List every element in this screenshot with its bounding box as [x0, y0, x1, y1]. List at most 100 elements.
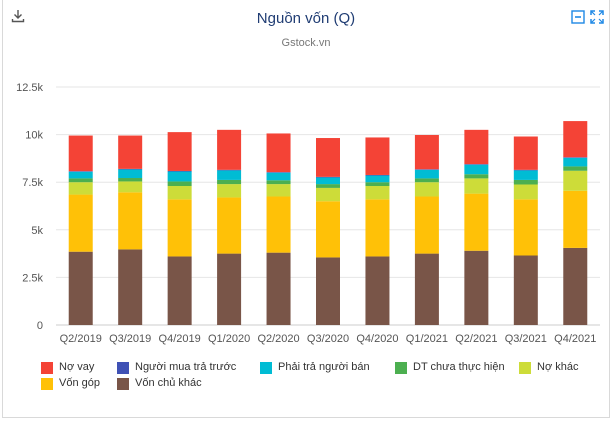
legend-label: Phải trả người bán: [278, 361, 370, 373]
legend-swatch: [260, 361, 272, 374]
bar-segment[interactable]: [513, 170, 538, 180]
bar-segment[interactable]: [68, 251, 93, 325]
bar-segment[interactable]: [167, 256, 192, 325]
bar-segment[interactable]: [266, 133, 291, 173]
bar-segment[interactable]: [266, 252, 291, 325]
collapse-icon[interactable]: [571, 10, 585, 29]
bar-segment[interactable]: [563, 247, 588, 325]
bar-segment[interactable]: [68, 171, 93, 179]
bar-segment[interactable]: [68, 135, 93, 172]
legend-item[interactable]: Nợ vay: [41, 361, 94, 375]
bar-segment[interactable]: [513, 179, 538, 185]
bar-segment[interactable]: [414, 169, 439, 170]
bar-segment[interactable]: [316, 177, 340, 185]
legend-item[interactable]: Người mua trả trước: [117, 361, 236, 375]
x-tick-label: Q2/2021: [455, 333, 497, 345]
chart-subtitle: Gstock.vn: [281, 37, 331, 49]
bar-segment[interactable]: [118, 135, 143, 169]
legend-item[interactable]: DT chưa thực hiện: [395, 361, 505, 375]
bar-segment[interactable]: [217, 184, 242, 198]
bar-segment[interactable]: [217, 197, 242, 254]
bar-segment[interactable]: [513, 184, 538, 200]
bar-segment[interactable]: [68, 194, 93, 252]
bar-segment[interactable]: [68, 182, 93, 195]
y-tick-label: 10k: [25, 130, 43, 142]
bar-segment[interactable]: [513, 199, 538, 256]
legend-item[interactable]: Vốn góp: [41, 377, 100, 391]
bar-segment[interactable]: [167, 170, 192, 172]
bar-segment[interactable]: [266, 196, 291, 253]
bar-segment[interactable]: [266, 180, 291, 185]
bar-segment[interactable]: [118, 181, 143, 193]
bar-segment[interactable]: [563, 157, 588, 158]
bar-segment[interactable]: [118, 249, 143, 325]
bar-segment[interactable]: [316, 257, 340, 325]
bar-segment[interactable]: [464, 178, 489, 194]
bar-segment[interactable]: [464, 250, 489, 325]
bar-segment[interactable]: [365, 137, 390, 175]
bar-segment[interactable]: [217, 129, 242, 170]
bar-segment[interactable]: [513, 136, 538, 170]
y-tick-label: 12.5k: [16, 82, 43, 94]
legend-label: Vốn góp: [59, 377, 100, 389]
bar-segment[interactable]: [118, 192, 143, 250]
bar-segment[interactable]: [563, 157, 588, 167]
bar-segment[interactable]: [563, 121, 588, 158]
bar-segment[interactable]: [414, 182, 439, 197]
bar-segment[interactable]: [464, 164, 489, 175]
bar-segment[interactable]: [266, 184, 291, 197]
legend-swatch: [41, 361, 53, 374]
bar-segment[interactable]: [118, 178, 143, 182]
bar-segment[interactable]: [217, 179, 242, 185]
bar-segment[interactable]: [167, 171, 192, 182]
bar-segment[interactable]: [167, 199, 192, 257]
bar-segment[interactable]: [316, 187, 340, 202]
bar-segment[interactable]: [266, 172, 291, 173]
download-icon[interactable]: [11, 9, 25, 28]
x-tick-label: Q3/2019: [109, 333, 151, 345]
bar-segment[interactable]: [513, 255, 538, 325]
bar-segment[interactable]: [464, 164, 489, 165]
bar-segment[interactable]: [266, 172, 291, 181]
bar-segment[interactable]: [316, 201, 340, 258]
bar-segment[interactable]: [365, 182, 390, 187]
bar-segment[interactable]: [217, 170, 242, 180]
legend-swatch: [395, 361, 407, 374]
bar-segment[interactable]: [563, 190, 588, 248]
bar-segment[interactable]: [414, 134, 439, 170]
bar-segment[interactable]: [513, 169, 538, 171]
legend-label: DT chưa thực hiện: [413, 361, 505, 373]
bar-segment[interactable]: [118, 169, 143, 179]
bar-segment[interactable]: [464, 174, 489, 179]
bar-segment[interactable]: [217, 169, 242, 171]
bar-segment[interactable]: [167, 181, 192, 187]
bar-segment[interactable]: [365, 186, 390, 200]
bar-segment[interactable]: [68, 171, 93, 172]
bar-segment[interactable]: [563, 170, 588, 191]
x-tick-label: Q2/2019: [60, 333, 102, 345]
bar-segment[interactable]: [365, 256, 390, 325]
bar-segment[interactable]: [563, 166, 588, 171]
bar-segment[interactable]: [316, 138, 340, 177]
bar-segment[interactable]: [167, 132, 192, 171]
bar-segment[interactable]: [68, 178, 93, 183]
legend-item[interactable]: Nợ khác: [519, 361, 578, 375]
bar-segment[interactable]: [217, 253, 242, 325]
fullscreen-icon[interactable]: [590, 10, 604, 29]
bar-segment[interactable]: [167, 186, 192, 200]
legend-item[interactable]: Vốn chủ khác: [117, 377, 202, 391]
bar-segment[interactable]: [414, 253, 439, 325]
x-tick-label: Q3/2020: [307, 333, 349, 345]
bar-segment[interactable]: [316, 176, 340, 178]
bar-segment[interactable]: [118, 168, 143, 170]
bar-segment[interactable]: [414, 196, 439, 254]
bar-segment[interactable]: [464, 193, 489, 251]
bar-segment[interactable]: [365, 175, 390, 183]
bar-segment[interactable]: [414, 178, 439, 183]
legend-item[interactable]: Phải trả người bán: [260, 361, 370, 375]
bar-segment[interactable]: [316, 184, 340, 188]
bar-segment[interactable]: [414, 169, 439, 179]
bar-segment[interactable]: [464, 129, 489, 165]
bar-segment[interactable]: [365, 174, 390, 176]
bar-segment[interactable]: [365, 199, 390, 257]
